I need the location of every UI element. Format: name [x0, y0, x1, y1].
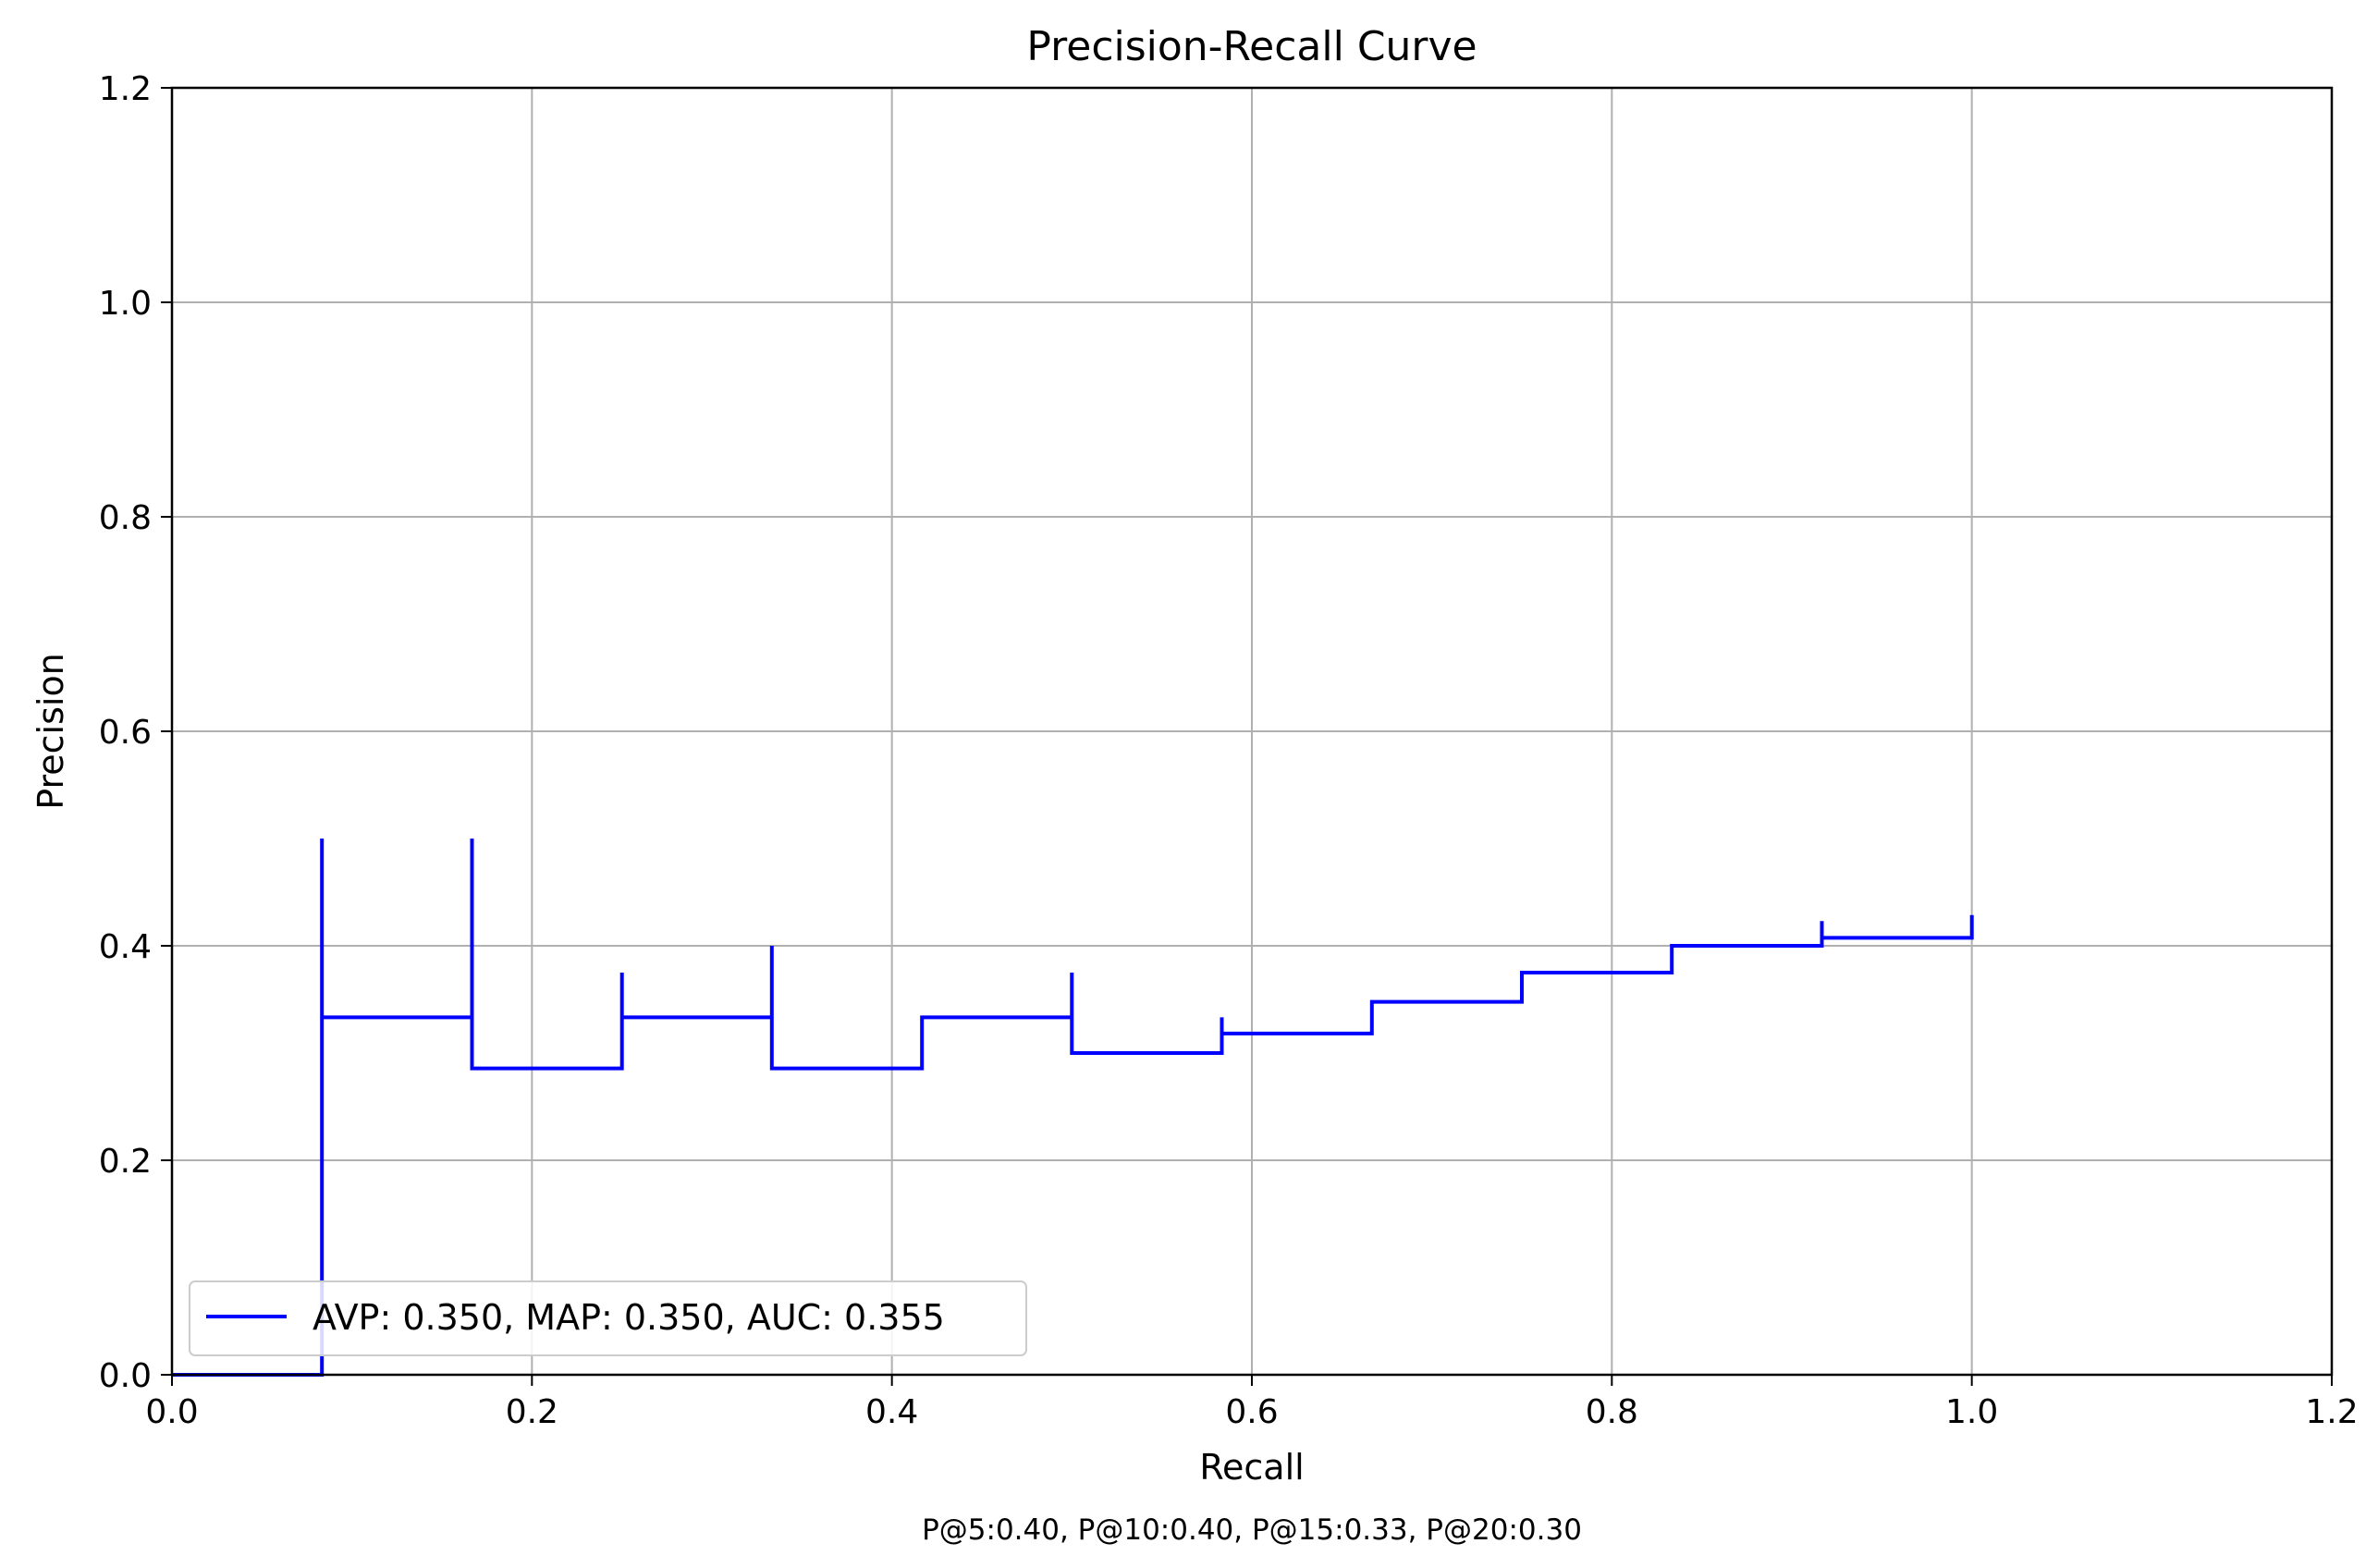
y-axis-ticks: 0.0 0.2 0.4 0.6 0.8 1.0 1.2	[99, 70, 172, 1395]
x-tick-label: 0.0	[145, 1393, 198, 1431]
y-tick-label: 0.2	[99, 1143, 152, 1181]
y-tick-label: 0.0	[99, 1357, 152, 1395]
legend-label: AVP: 0.350, MAP: 0.350, AUC: 0.355	[313, 1297, 945, 1338]
pr-curve-line	[172, 839, 1974, 1377]
chart-title: Precision-Recall Curve	[1026, 23, 1477, 70]
legend-box	[189, 1280, 1027, 1356]
x-tick-label: 0.6	[1225, 1393, 1278, 1431]
x-axis-ticks: 0.0 0.2 0.4 0.6 0.8 1.0 1.2	[145, 1375, 2359, 1431]
x-tick-label: 0.2	[506, 1393, 558, 1431]
legend: AVP: 0.350, MAP: 0.350, AUC: 0.355	[189, 1280, 1027, 1356]
y-axis-label: Precision	[31, 653, 71, 810]
x-axis-label: Recall	[1199, 1447, 1304, 1488]
y-tick-label: 0.8	[99, 499, 152, 537]
x-tick-label: 1.2	[2305, 1393, 2358, 1431]
series-layer	[172, 839, 1974, 1377]
x-tick-label: 0.4	[865, 1393, 918, 1431]
y-tick-label: 1.0	[99, 285, 152, 323]
y-tick-label: 0.4	[99, 928, 152, 966]
x-tick-label: 0.8	[1586, 1393, 1638, 1431]
footer-text: P@5:0.40, P@10:0.40, P@15:0.33, P@20:0.3…	[922, 1513, 1582, 1547]
y-tick-label: 1.2	[99, 70, 152, 108]
x-tick-label: 1.0	[1945, 1393, 1998, 1431]
y-tick-label: 0.6	[99, 714, 152, 752]
